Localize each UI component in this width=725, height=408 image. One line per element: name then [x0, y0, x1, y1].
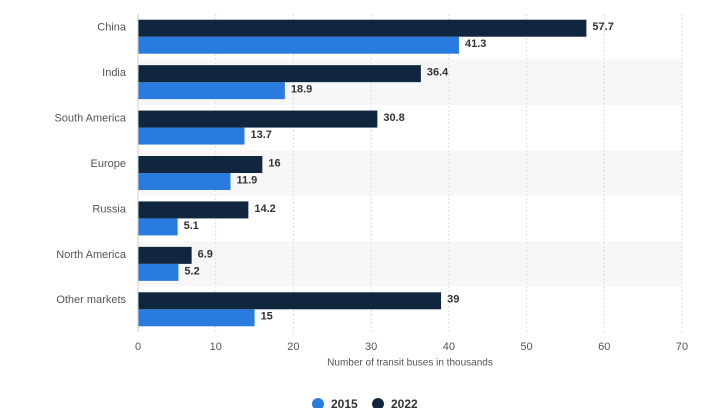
y-tick-label: Russia [92, 203, 127, 215]
bar [138, 201, 249, 219]
value-label: 14.2 [254, 203, 275, 215]
value-label: 16 [268, 157, 280, 169]
value-label: 5.1 [184, 220, 199, 232]
bar [138, 173, 231, 190]
bar [138, 65, 421, 83]
bar [138, 292, 442, 310]
value-label: 30.8 [383, 112, 404, 124]
x-tick-label: 70 [676, 341, 688, 353]
y-tick-label: Other markets [56, 294, 126, 306]
bar [138, 82, 285, 100]
value-label: 18.9 [291, 84, 312, 96]
x-tick-label: 40 [443, 341, 455, 353]
bar [138, 127, 245, 145]
legend-marker [372, 398, 384, 408]
y-tick-label: North America [56, 249, 127, 261]
x-tick-label: 30 [365, 341, 377, 353]
row-band [138, 241, 682, 287]
legend-label: 2015 [331, 397, 358, 408]
bar [138, 309, 255, 327]
y-tick-label: China [97, 22, 127, 34]
value-label: 15 [261, 311, 273, 323]
y-tick-label: Europe [91, 158, 126, 170]
value-label: 39 [447, 294, 459, 306]
x-tick-label: 50 [520, 341, 532, 353]
y-tick-label: South America [54, 112, 126, 124]
bar [138, 110, 378, 128]
value-label: 13.7 [250, 129, 271, 141]
value-label: 36.4 [427, 67, 449, 79]
value-label: 11.9 [236, 174, 257, 186]
value-label: 5.2 [184, 265, 199, 277]
x-tick-label: 20 [287, 341, 299, 353]
bar [138, 19, 587, 37]
y-tick-label: India [102, 67, 127, 79]
value-label: 57.7 [592, 21, 613, 33]
value-label: 41.3 [465, 38, 486, 50]
x-tick-label: 60 [598, 341, 610, 353]
bar [138, 246, 192, 264]
bar [138, 156, 263, 173]
value-label: 6.9 [198, 248, 213, 260]
legend-marker [312, 398, 324, 408]
bar [138, 263, 179, 281]
legend-label: 2022 [391, 397, 418, 408]
x-tick-label: 10 [210, 341, 222, 353]
x-axis-label: Number of transit buses in thousands [327, 358, 493, 369]
bar [138, 36, 459, 54]
bar [138, 218, 178, 236]
x-tick-label: 0 [135, 341, 141, 353]
